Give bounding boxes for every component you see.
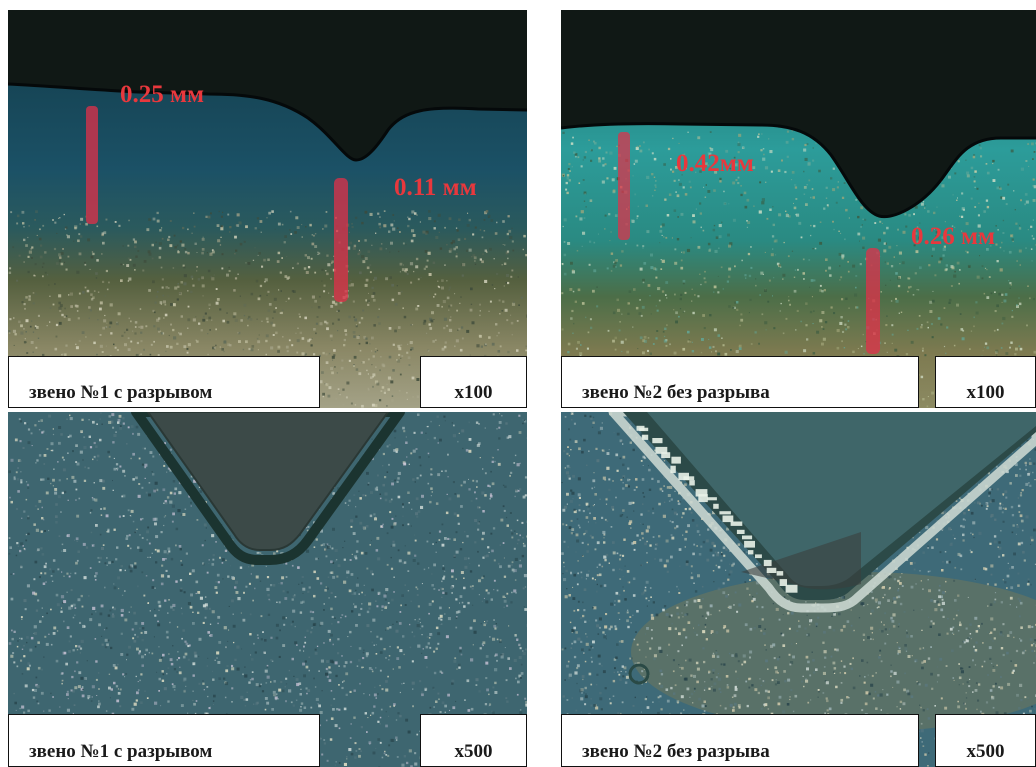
caption-text: звено №1 с разрывом — [29, 741, 213, 762]
micrograph-link1-x500: звено №1 с разрывом x500 — [8, 412, 527, 767]
measurement-label: 0.25 мм — [120, 81, 205, 108]
micrograph-image — [561, 10, 1036, 408]
micrograph-image — [561, 412, 1036, 767]
caption-box: звено №1 с разрывом — [8, 714, 320, 767]
measurement-label: 0.42мм — [676, 150, 754, 177]
magnification-text: x100 — [454, 382, 493, 403]
caption-box: звено №2 без разрыва — [561, 714, 919, 767]
micrograph-link1-x100: 0.25 мм 0.11 мм звено №1 с разрывом x100 — [8, 10, 527, 408]
micrograph-image — [8, 10, 527, 408]
micrograph-link2-x100: 0.42мм 0.26 мм звено №2 без разрыва x100 — [561, 10, 1036, 408]
magnification-box: x100 — [935, 356, 1036, 408]
caption-text: звено №2 без разрыва — [582, 382, 770, 403]
micrograph-image — [8, 412, 527, 767]
measurement-label: 0.26 мм — [911, 223, 996, 250]
magnification-text: x500 — [454, 741, 493, 762]
magnification-box: x500 — [935, 714, 1036, 767]
magnification-box: x100 — [420, 356, 527, 408]
caption-text: звено №1 с разрывом — [29, 382, 213, 403]
micrograph-link2-x500: звено №2 без разрыва x500 — [561, 412, 1036, 767]
caption-box: звено №1 с разрывом — [8, 356, 320, 408]
caption-box: звено №2 без разрыва — [561, 356, 919, 408]
magnification-box: x500 — [420, 714, 527, 767]
caption-text: звено №2 без разрыва — [582, 741, 770, 762]
magnification-text: x100 — [966, 382, 1005, 403]
magnification-text: x500 — [966, 741, 1005, 762]
measurement-label: 0.11 мм — [394, 174, 477, 201]
